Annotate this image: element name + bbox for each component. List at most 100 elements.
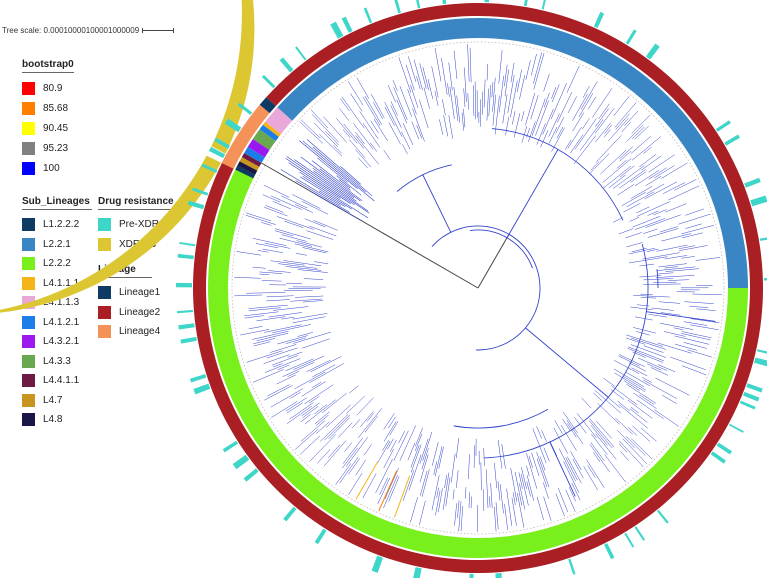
leaf-branch — [625, 232, 642, 239]
leaf-branch — [339, 456, 359, 484]
legend-bootstrap-item: 90.45 — [22, 118, 74, 138]
pre-xdr-stripe — [715, 120, 731, 132]
tree-scale-label: Tree scale: 0.00010000100001000009 — [2, 26, 140, 35]
leaf-branch — [678, 245, 696, 250]
leaf-branch — [621, 191, 646, 206]
legend-sub-lineage-label: L4.7 — [43, 394, 63, 406]
leaf-branch — [299, 140, 358, 190]
leaf-branch — [362, 473, 377, 499]
leaf-branch — [370, 120, 379, 134]
leaf-branch — [281, 234, 307, 242]
leaf-branch — [272, 201, 291, 210]
leaf-branch — [421, 448, 429, 470]
legend-sub-lineage-item: L4.1.1.1 — [22, 274, 92, 294]
leaf-branch — [510, 62, 515, 83]
legend-drug-resistance-item: Pre-XDR-TB — [98, 215, 175, 235]
leaf-branch — [639, 275, 662, 278]
leaf-branch — [640, 427, 657, 442]
leaf-branch — [695, 257, 721, 261]
leaf-branch — [682, 365, 707, 376]
leaf-branch — [491, 81, 494, 98]
pre-xdr-stripe — [495, 573, 502, 578]
pre-xdr-stripe — [728, 423, 744, 433]
pre-xdr-stripe — [624, 532, 635, 548]
leaf-branch — [536, 426, 542, 439]
leaf-branch — [602, 165, 632, 189]
leaf-branch — [664, 266, 679, 269]
leaf-branch — [628, 247, 656, 255]
leaf-branch — [384, 101, 403, 137]
leaf-branch — [266, 299, 291, 302]
leaf-branch — [543, 73, 550, 92]
leaf-branch — [525, 92, 536, 126]
leaf-branch — [588, 153, 610, 175]
leaf-branch — [637, 304, 650, 307]
leaf-branch — [627, 399, 653, 419]
leaf-branch — [453, 86, 459, 122]
legend-bootstrap-item: 100 — [22, 158, 74, 178]
leaf-branch — [270, 388, 304, 408]
leaf-branch — [582, 85, 590, 98]
leaf-branch — [413, 59, 423, 91]
leaf-branch — [623, 203, 641, 213]
pre-xdr-stripe — [625, 29, 637, 45]
leaf-branch — [355, 131, 365, 145]
leaf-branch — [681, 256, 695, 259]
leaf-branch — [640, 296, 657, 299]
leaf-branch — [387, 438, 394, 450]
leaf-branch — [383, 448, 394, 468]
leaf-branch — [286, 156, 370, 214]
leaf-branch — [323, 116, 348, 143]
leaf-branch — [645, 175, 662, 186]
l221-stem — [506, 149, 559, 238]
leaf-branch — [301, 201, 329, 215]
pre-xdr-stripe — [523, 0, 528, 7]
tree-scale: Tree scale: 0.00010000100001000009 — [2, 26, 175, 35]
leaf-branch — [286, 405, 313, 424]
leaf-branch — [435, 490, 441, 516]
pre-xdr-stripe — [237, 102, 253, 115]
leaf-guide-circle — [231, 41, 725, 535]
leaf-branch — [528, 455, 533, 468]
leaf-branch — [300, 156, 361, 202]
leaf-branch — [324, 130, 339, 146]
leaf-branch — [295, 180, 350, 213]
pre-xdr-stripe — [176, 282, 193, 288]
leaf-branch — [416, 124, 423, 139]
leaf-branch — [634, 125, 649, 140]
legend-lineage-item: Lineage2 — [98, 303, 160, 323]
leaf-branch — [328, 444, 341, 458]
leaf-branch — [661, 162, 688, 179]
bootstrap-colored-branch — [378, 470, 398, 512]
leaf-branch — [297, 332, 314, 337]
leaf-branch — [322, 392, 347, 413]
leaf-branch — [593, 452, 601, 463]
leaf-branch — [401, 131, 411, 150]
pre-xdr-stripe — [593, 11, 605, 29]
leaf-branch — [626, 337, 646, 345]
sub-radial — [646, 311, 716, 322]
leaf-branch — [299, 435, 321, 455]
leaf-branch — [603, 129, 611, 138]
leaf-branch — [410, 445, 420, 468]
sub-lineage-l221-segment — [277, 17, 748, 288]
leaf-branch — [411, 121, 419, 140]
leaf-branch — [408, 56, 417, 82]
leaf-branch — [274, 230, 294, 237]
leaf-branch — [285, 266, 322, 271]
legend-bootstrap-item: 80.9 — [22, 78, 74, 98]
leaf-branch — [629, 216, 640, 222]
legend-sub-lineage-item: L1.2.2.2 — [22, 215, 92, 235]
sub-lineage-segment — [259, 124, 279, 142]
leaf-branch — [340, 98, 350, 112]
leaf-branch — [276, 374, 296, 385]
legend-lineage-label: Lineage1 — [119, 287, 161, 299]
leaf-branch — [681, 331, 712, 339]
leaf-branch — [353, 122, 374, 150]
leaf-branch — [574, 417, 587, 434]
leaf-branch — [373, 118, 388, 142]
legend-sub-lineage-item: L4.3.2.1 — [22, 332, 92, 352]
leaf-branch — [299, 121, 324, 144]
sub-arc — [656, 269, 659, 289]
